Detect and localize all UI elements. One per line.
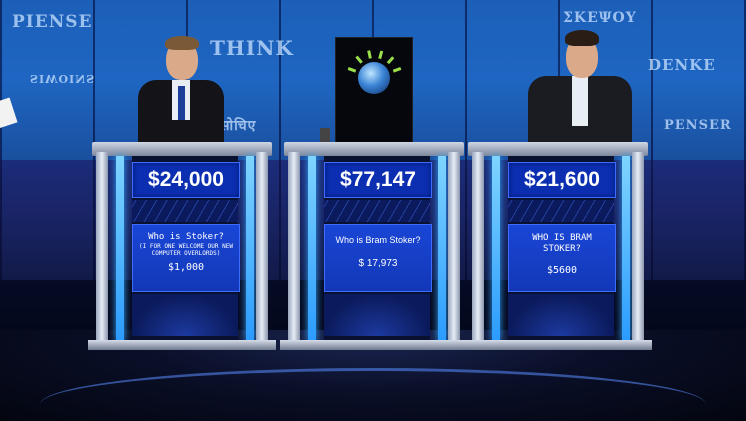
watson-ray <box>367 50 372 59</box>
score-display: $24,000 <box>132 162 240 198</box>
podium-light <box>246 156 254 342</box>
podium-cap <box>468 142 648 156</box>
wager-text: $5600 <box>546 265 578 276</box>
answer-screen: WHO IS BRAM STOKER? $5600 <box>508 224 616 292</box>
wall-word-piense: PIENSE <box>12 12 93 32</box>
wall-word-penser: PENSER <box>664 118 732 133</box>
contestant-left <box>138 36 224 150</box>
score-display: $21,600 <box>508 162 616 198</box>
response-text: WHO IS BRAM STOKER? <box>532 233 592 254</box>
contestant-right-shirt <box>572 76 588 126</box>
contestant-left-hair <box>165 36 199 50</box>
watson-ray <box>347 67 357 73</box>
wall-word-mirrored: SIWOINS <box>30 72 96 85</box>
podium-light <box>492 156 500 342</box>
response-note: (I FOR ONE WELCOME OUR NEW COMPUTER OVER… <box>139 243 233 257</box>
contestant-right-hair <box>565 30 599 46</box>
wall-word-hindi: सोचिए <box>220 118 257 134</box>
podium-post <box>632 152 644 344</box>
podium-cap <box>284 142 464 156</box>
podium-post <box>448 152 460 344</box>
wall-word-think: THINK <box>210 36 294 60</box>
watson-globe-icon <box>358 62 390 94</box>
floor-light-ring <box>40 368 706 421</box>
podium-strip <box>508 200 614 222</box>
podium-strip <box>324 200 430 222</box>
podium-post <box>288 152 300 344</box>
podium-light <box>116 156 124 342</box>
contestant-left-tie <box>178 86 185 120</box>
podium-left: $24,000 Who is Stoker? (I FOR ONE WELCOM… <box>88 142 276 350</box>
podium-base <box>280 340 468 350</box>
podium-center: $77,147 Who is Bram Stoker? $ 17,973 <box>280 142 468 350</box>
podium-cap <box>92 142 272 156</box>
watson-stand <box>320 128 330 150</box>
podium-base <box>88 340 276 350</box>
watson-ray <box>386 56 395 65</box>
answer-screen: Who is Stoker? (I FOR ONE WELCOME OUR NE… <box>132 224 240 292</box>
watson-ray <box>378 50 384 60</box>
wager-text: $ 17,973 <box>358 258 398 269</box>
wall-word-greek: ΣΚΕΨΟΥ <box>563 10 637 26</box>
podium-strip <box>132 200 238 222</box>
podium-post <box>256 152 268 344</box>
podium-base-panel <box>324 294 430 336</box>
podium-light <box>438 156 446 342</box>
wall-word-denke: DENKE <box>648 56 716 74</box>
podium-base-panel <box>132 294 238 336</box>
watson-ray <box>355 55 363 64</box>
score-display: $77,147 <box>324 162 432 198</box>
podium-post <box>96 152 108 344</box>
podium-post <box>472 152 484 344</box>
response-text: Who is Bram Stoker? <box>335 235 421 245</box>
response-text: Who is Stoker? <box>148 232 224 242</box>
contestant-right <box>528 30 632 148</box>
podium-base-panel <box>508 294 614 336</box>
podium-base <box>464 340 652 350</box>
watson-ray <box>392 67 402 73</box>
podium-right: $21,600 WHO IS BRAM STOKER? $5600 <box>464 142 652 350</box>
answer-screen: Who is Bram Stoker? $ 17,973 <box>324 224 432 292</box>
wager-text: $1,000 <box>167 262 205 273</box>
podium-light <box>622 156 630 342</box>
podium-light <box>308 156 316 342</box>
watson-avatar <box>335 37 413 147</box>
